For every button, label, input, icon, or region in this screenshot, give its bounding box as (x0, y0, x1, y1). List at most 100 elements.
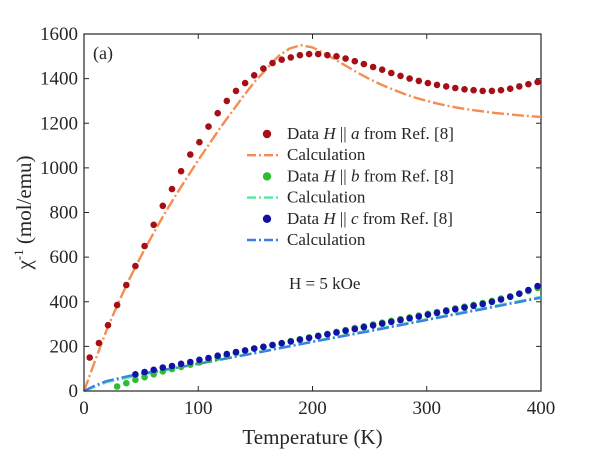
legend-label-calc_a: Calculation (287, 145, 366, 164)
data-point-data_c (159, 364, 167, 371)
data-point-data_c (205, 354, 212, 362)
legend-label-calc_c: Calculation (287, 230, 366, 249)
data-point-data_a (470, 86, 477, 94)
x-tick-label: 200 (298, 398, 327, 419)
data-point-data_a (497, 86, 505, 94)
data-point-data_c (525, 286, 532, 294)
data-point-data_a (168, 185, 176, 193)
data-point-data_a (378, 66, 386, 73)
data-point-data_a (278, 56, 286, 63)
data-point-data_c (132, 371, 139, 378)
data-point-data_a (241, 79, 249, 87)
data-point-data_c (369, 322, 377, 329)
data-point-data_c (452, 306, 459, 313)
data-point-data_a (479, 87, 487, 95)
data-point-data_c (141, 368, 148, 376)
data-point-data_a (461, 86, 468, 93)
y-tick-label: 400 (50, 292, 79, 313)
data-point-data_a (369, 63, 377, 71)
data-point-data_c (442, 307, 450, 315)
y-axis-label-exponent: -1 (11, 249, 26, 260)
data-point-data_a (196, 138, 203, 146)
data-point-data_a (296, 51, 304, 59)
data-point-data_a (159, 202, 167, 210)
data-point-data_c (506, 293, 514, 301)
data-point-data_a (113, 301, 121, 309)
data-point-data_a (351, 57, 359, 65)
data-point-data_a (305, 50, 313, 58)
data-point-data_a (333, 53, 340, 60)
field-annotation: H = 5 kOe (289, 274, 360, 293)
x-tick-label: 300 (413, 398, 442, 419)
data-point-data_c (232, 348, 240, 356)
x-tick-label: 0 (79, 398, 89, 419)
calculation-line-calc_c (83, 296, 542, 393)
y-tick-label: 800 (50, 203, 79, 224)
data-point-data_a (433, 81, 441, 89)
data-point-data_a (488, 87, 496, 95)
data-point-data_c (196, 356, 203, 364)
data-point-data_c (177, 360, 185, 368)
data-point-data_a (342, 55, 349, 62)
data-point-data_a (95, 339, 103, 347)
data-point-data_a (150, 221, 157, 229)
data-point-data_c (479, 300, 487, 308)
data-point-data_a (516, 83, 523, 90)
y-tick-label: 0 (69, 381, 79, 402)
data-point-data_a (525, 80, 532, 88)
data-point-data_a (534, 78, 541, 86)
x-tick-label: 400 (527, 398, 556, 419)
calculation-curves (82, 44, 542, 393)
data-point-data_b (141, 373, 148, 381)
data-point-data_c (168, 362, 176, 370)
data-point-data_c (433, 309, 441, 317)
y-tick-label: 200 (50, 336, 79, 357)
data-point-data_c (388, 318, 395, 326)
y-axis-label-symbol: χ (12, 260, 36, 271)
data-point-data_c (415, 313, 423, 320)
data-point-data_a (406, 75, 413, 82)
data-point-data_a (187, 151, 194, 158)
legend-label-data_a: Data H || a from Ref. [8] (287, 124, 454, 143)
data-point-data_c (296, 336, 304, 344)
plot-area: 0 100 200 300 400 0 200 400 600 800 1000 1200 1400 16… (40, 24, 555, 419)
data-point-data_a (232, 87, 240, 95)
data-point-data_c (470, 302, 477, 310)
data-point-data_c (278, 340, 286, 347)
data-point-data_a (424, 79, 432, 87)
data-point-data_a (177, 167, 185, 175)
data-point-data_a (205, 123, 212, 130)
data-point-data_b (113, 383, 121, 390)
calculation-line-calc_a (82, 44, 542, 392)
data-point-data_a (214, 109, 221, 117)
data-point-data_a (314, 50, 322, 58)
legend-marker-data_a (262, 129, 272, 139)
data-point-data_a (223, 97, 231, 105)
data-point-data_c (360, 323, 368, 331)
data-point-data_a (132, 262, 139, 270)
axis-ticks: 0 100 200 300 400 0 200 400 600 800 1000 1200 1400 16… (40, 24, 555, 419)
data-point-data_c (333, 329, 340, 336)
data-point-data_c (488, 298, 496, 306)
legend-marker-data_c (262, 214, 272, 223)
data-point-data_a (397, 72, 404, 80)
data-point-data_b (123, 379, 130, 387)
data-point-data_a (250, 72, 258, 79)
data-point-data_c (324, 331, 331, 338)
data-markers (86, 50, 541, 390)
data-point-data_c (378, 320, 386, 327)
data-point-data_a (123, 281, 130, 289)
data-point-data_c (406, 315, 413, 322)
y-tick-label: 1200 (40, 113, 78, 134)
data-point-data_a (104, 321, 112, 329)
data-point-data_a (269, 59, 276, 67)
data-point-data_a (442, 83, 450, 90)
data-point-data_c (287, 338, 295, 345)
data-point-data_c (342, 327, 349, 335)
legend-label-data_c: Data H || c from Ref. [8] (287, 209, 453, 228)
data-point-data_a (86, 354, 93, 361)
data-point-data_c (351, 325, 359, 333)
data-point-data_b (132, 376, 139, 384)
